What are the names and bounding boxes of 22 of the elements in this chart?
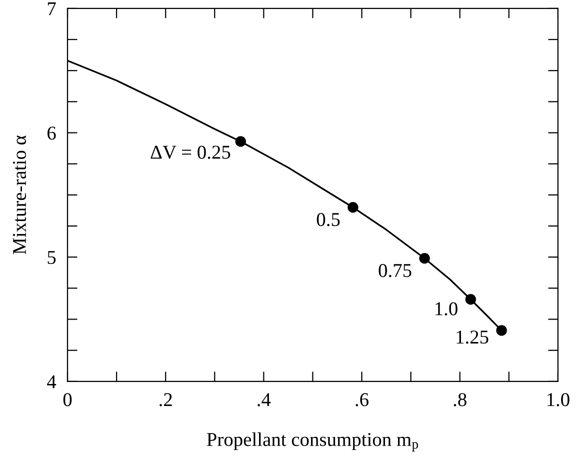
x-tick-label: 0 (63, 393, 72, 406)
x-tick-label: .2 (160, 393, 172, 406)
x-tick-label: .8 (454, 393, 466, 406)
y-tick-label: 4 (47, 375, 56, 388)
point (419, 252, 430, 264)
x-tick-label: 1.0 (548, 393, 570, 406)
annotation: 1.0 (436, 302, 458, 316)
point (348, 202, 358, 213)
y-tick-label: 7 (48, 2, 56, 16)
annotation: 1.25 (456, 330, 488, 344)
y-tick-label: 5 (48, 251, 56, 264)
point (465, 294, 476, 305)
x-axis-title: Propellant consumption m$_{p}$ (206, 432, 418, 452)
point (496, 325, 507, 336)
x-tick-label: .4 (258, 393, 271, 406)
annotation: ΔV = 0.25 (150, 146, 230, 159)
x-tick-label: .6 (356, 393, 368, 406)
y-tick-label: 6 (48, 126, 56, 140)
point (235, 136, 246, 147)
annotation: 0.75 (378, 264, 412, 278)
y-axis-title: Mixture-ratio α (12, 135, 26, 254)
annotation: 0.5 (316, 212, 340, 226)
